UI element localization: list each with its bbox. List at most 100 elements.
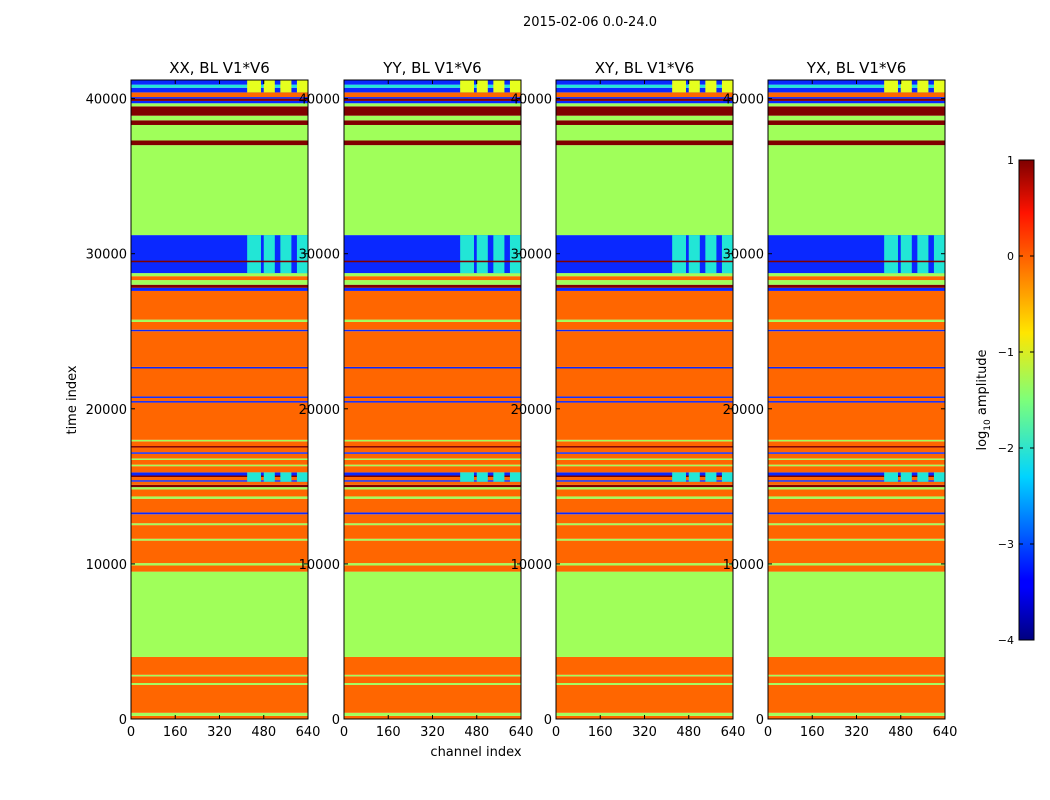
- heatmap-band: [556, 684, 733, 713]
- heatmap-band: [344, 540, 521, 564]
- heatmap-band: [131, 98, 308, 101]
- heatmap-band: [344, 235, 521, 274]
- x-tick-label: 320: [420, 725, 445, 740]
- dark-line: [344, 260, 521, 263]
- rfi-patch: [933, 235, 945, 274]
- y-tick-label: 0: [544, 713, 552, 728]
- rfi-patch: [247, 80, 261, 93]
- y-tick-label: 0: [119, 713, 127, 728]
- heatmap-band: [131, 452, 308, 454]
- heatmap-panel-4: YX, BL V1*V6 0 160 320 480 640 0 10000 20000 3000…: [723, 59, 958, 740]
- heatmap-band: [344, 466, 521, 473]
- rfi-patch: [917, 80, 929, 93]
- heatmap-band: [344, 120, 521, 125]
- heatmap-band: [556, 368, 733, 397]
- heatmap-band: [768, 480, 945, 482]
- heatmap-band: [556, 683, 733, 685]
- heatmap-band: [556, 563, 733, 566]
- heatmap-band: [344, 321, 521, 330]
- heatmap-band: [131, 480, 308, 482]
- heatmap-band: [131, 458, 308, 460]
- heatmap-band: [556, 477, 733, 481]
- heatmap-panel-1: XX, BL V1*V6 0 160 320 480 640 0 10000 20000 3000…: [86, 59, 321, 740]
- heatmap-band: [556, 439, 733, 442]
- heatmap-band: [556, 464, 733, 467]
- heatmap-band: [344, 290, 521, 320]
- heatmap-band: [131, 464, 308, 467]
- heatmap-band: [768, 472, 945, 476]
- heatmap-band: [131, 512, 308, 515]
- heatmap-band: [768, 484, 945, 488]
- heatmap-band: [344, 100, 521, 104]
- rfi-patch: [721, 472, 733, 482]
- heatmap-band: [344, 453, 521, 459]
- heatmap-band: [131, 477, 308, 481]
- heatmap-band: [556, 115, 733, 121]
- heatmap-band: [768, 331, 945, 367]
- rfi-patch: [884, 235, 898, 274]
- rfi-patch: [493, 472, 505, 482]
- heatmap-band: [768, 439, 945, 442]
- heatmap-band: [131, 120, 308, 125]
- heatmap-band: [131, 656, 308, 675]
- heatmap-band: [131, 329, 308, 332]
- heatmap-band: [344, 656, 521, 675]
- heatmap-band: [556, 481, 733, 485]
- heatmap-band: [768, 452, 945, 454]
- x-tick-label: 480: [676, 725, 701, 740]
- heatmap-band: [344, 496, 521, 499]
- rfi-patch: [476, 80, 488, 93]
- heatmap-band: [344, 366, 521, 369]
- heatmap-band: [344, 565, 521, 572]
- figure-title: 2015-02-06 0.0-24.0: [523, 15, 657, 30]
- heatmap-panel-3: XY, BL V1*V6 0 160 320 480 640 0 10000 20000 3000…: [511, 59, 746, 740]
- y-tick-label: 0: [756, 713, 764, 728]
- heatmap-band: [344, 512, 521, 515]
- dark-line: [131, 260, 308, 263]
- heatmap-band: [131, 92, 308, 98]
- heatmap-band: [768, 656, 945, 675]
- heatmap-band: [131, 684, 308, 713]
- heatmap-band: [768, 401, 945, 403]
- heatmap-band: [768, 466, 945, 473]
- heatmap-band: [768, 481, 945, 485]
- heatmap-band: [131, 514, 308, 524]
- heatmap-band: [768, 498, 945, 513]
- heatmap-band: [768, 287, 945, 291]
- heatmap-band: [344, 458, 521, 460]
- panel-title: YY, BL V1*V6: [382, 59, 481, 77]
- heatmap-band: [344, 331, 521, 367]
- heatmap-band: [768, 329, 945, 332]
- y-tick-label: 20000: [723, 403, 764, 418]
- x-tick-label: 320: [632, 725, 657, 740]
- heatmap-band: [556, 321, 733, 330]
- heatmap-band: [131, 484, 308, 488]
- heatmap-band: [131, 439, 308, 442]
- heatmap-band: [768, 98, 945, 101]
- colorbar-tick-label: −1: [998, 346, 1014, 359]
- heatmap-band: [344, 538, 521, 541]
- y-tick-label: 20000: [86, 403, 127, 418]
- heatmap-band: [131, 475, 308, 478]
- x-tick-label: 160: [163, 725, 188, 740]
- heatmap-band: [131, 331, 308, 367]
- colorbar-tick-label: −2: [998, 442, 1014, 455]
- heatmap-band: [344, 401, 521, 403]
- heatmap-band: [556, 329, 733, 332]
- heatmap-band: [131, 401, 308, 403]
- x-tick-label: 160: [588, 725, 613, 740]
- rfi-patch: [296, 235, 308, 274]
- heatmap-band: [768, 676, 945, 684]
- y-tick-label: 10000: [511, 558, 552, 573]
- heatmap-band: [768, 97, 945, 99]
- y-tick-label: 0: [332, 713, 340, 728]
- heatmap-band: [344, 397, 521, 402]
- panel-title: XX, BL V1*V6: [169, 59, 270, 77]
- heatmap-band: [131, 563, 308, 566]
- heatmap-band: [556, 523, 733, 526]
- rfi-patch: [721, 80, 733, 93]
- heatmap-band: [768, 368, 945, 397]
- heatmap-band: [768, 145, 945, 236]
- heatmap-band: [768, 284, 945, 288]
- heatmap-band: [768, 459, 945, 465]
